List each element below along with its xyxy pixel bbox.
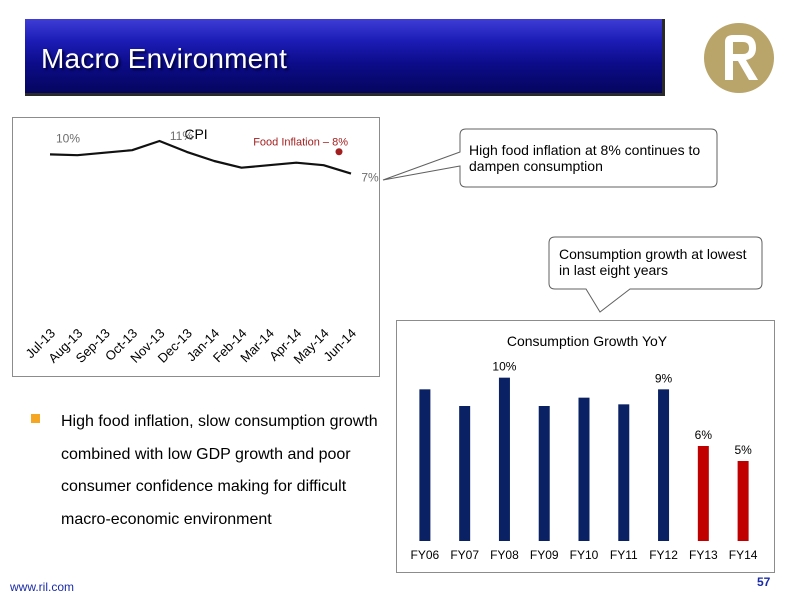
cpi-data-label: 7% (361, 171, 379, 185)
consumption-bar (658, 389, 670, 541)
consumption-tick-label: FY11 (610, 548, 638, 562)
consumption-tick-label: FY12 (649, 548, 678, 562)
bullet-text: High food inflation, slow consumption gr… (61, 413, 378, 528)
consumption-bar (578, 397, 590, 541)
consumption-bar (498, 377, 510, 541)
consumption-tick-label: FY14 (729, 548, 758, 562)
cpi-data-label: 10% (56, 131, 80, 145)
slide-title: Macro Environment (41, 43, 288, 74)
consumption-bar (538, 406, 550, 541)
reliance-logo-icon (704, 23, 774, 93)
callout-cpi-text: High food inflation at 8% continues to d… (469, 142, 701, 174)
cpi-series-line (49, 139, 352, 175)
consumption-data-label: 5% (734, 443, 752, 457)
cpi-food-inflation-point (335, 148, 343, 156)
page-number: 57 (757, 575, 771, 589)
cpi-chart-title: CPI (184, 126, 207, 142)
consumption-bar (737, 461, 749, 541)
consumption-tick-label: FY10 (570, 548, 599, 562)
cpi-chart-panel: CPI 10% 11% 7% Food Inflation – 8% Jul-13 Aug-… (12, 117, 380, 377)
callout-consumption-text: Consumption growth at lowest in last eig… (559, 246, 747, 278)
consumption-data-label: 10% (492, 360, 516, 374)
consumption-bar (459, 406, 471, 541)
cpi-food-inflation-label: Food Inflation – 8% (253, 137, 348, 149)
footer-url[interactable]: www.ril.com (10, 580, 75, 594)
title-banner: Macro Environment (25, 19, 665, 96)
consumption-tick-label: FY06 (411, 548, 440, 562)
consumption-tick-label: FY08 (490, 548, 519, 562)
bullet-square-icon (31, 414, 40, 423)
consumption-data-label: 9% (655, 371, 673, 385)
consumption-bar (419, 389, 431, 541)
consumption-tick-label: FY09 (530, 548, 559, 562)
consumption-chart: Consumption Growth YoY 10% 9% 6% 5% FY06 FY07 F… (411, 333, 758, 562)
consumption-bar (697, 446, 709, 541)
consumption-chart-title: Consumption Growth YoY (507, 333, 668, 349)
cpi-data-label: 11% (170, 129, 193, 143)
consumption-chart-panel: Consumption Growth YoY 10% 9% 6% 5% FY06 FY07 F… (396, 320, 775, 573)
consumption-tick-label: FY13 (689, 548, 718, 562)
consumption-tick-label: FY07 (450, 548, 479, 562)
consumption-data-label: 6% (695, 428, 713, 442)
consumption-bar (618, 404, 630, 541)
